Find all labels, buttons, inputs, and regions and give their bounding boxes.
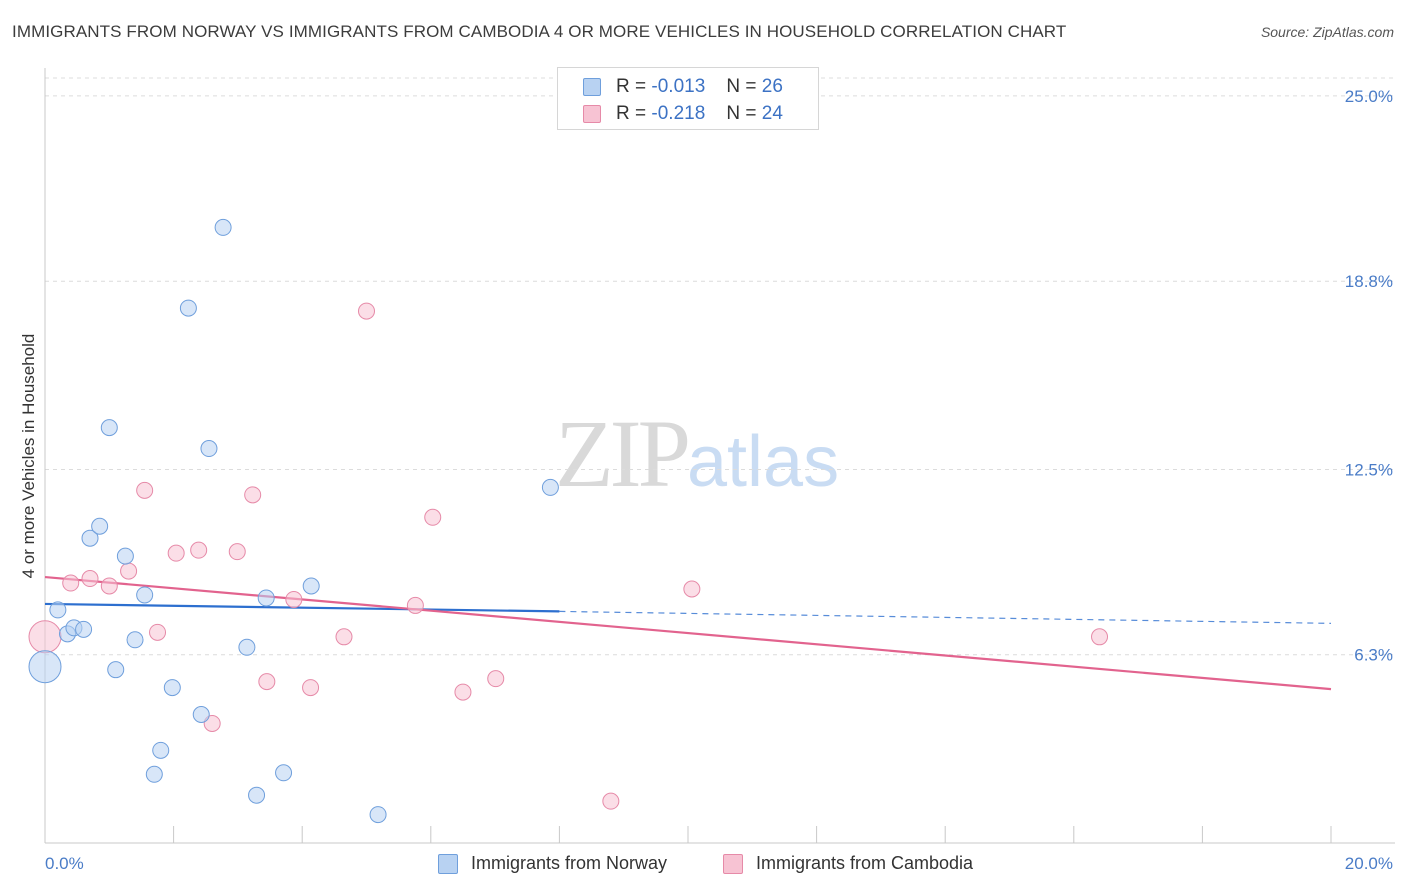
cambodia-point-9 bbox=[203, 714, 221, 732]
cambodia-r-label: R = bbox=[616, 103, 647, 124]
norway-n-value: 26 bbox=[761, 76, 783, 97]
norway-point-23 bbox=[302, 577, 320, 595]
data-points bbox=[28, 218, 1109, 824]
norway-n-label: N = bbox=[726, 76, 757, 97]
norway-point-10 bbox=[126, 631, 144, 649]
norway-point-12 bbox=[145, 765, 163, 783]
bottom-cambodia-swatch bbox=[723, 854, 743, 874]
cambodia-point-23 bbox=[1091, 628, 1109, 646]
norway-point-5 bbox=[81, 529, 99, 547]
cambodia-point-11 bbox=[244, 486, 262, 504]
norway-point-25 bbox=[541, 478, 559, 496]
cambodia-point-7 bbox=[167, 544, 185, 562]
cambodia-point-19 bbox=[454, 683, 472, 701]
y-tick-label-0: 6.3% bbox=[1354, 646, 1393, 665]
axes bbox=[44, 68, 1395, 844]
watermark: ZIPatlas bbox=[555, 398, 839, 509]
correlation-legend: R = -0.013 N = 26 R = -0.218 N = 24 bbox=[557, 67, 819, 130]
gridlines bbox=[45, 77, 1395, 656]
cambodia-point-12 bbox=[258, 673, 276, 691]
x-tick-labels: 0.0% 20.0% bbox=[45, 854, 1393, 873]
y-tick-label-1: 12.5% bbox=[1345, 460, 1393, 479]
cambodia-point-4 bbox=[120, 562, 138, 580]
cambodia-point-2 bbox=[81, 570, 99, 588]
chart-title: IMMIGRANTS FROM NORWAY VS IMMIGRANTS FRO… bbox=[12, 22, 1067, 41]
cambodia-point-3 bbox=[100, 577, 118, 595]
norway-point-14 bbox=[163, 679, 181, 697]
y-axis-label: 4 or more Vehicles in Household bbox=[19, 334, 38, 579]
norway-trend-line bbox=[44, 602, 560, 613]
x-tick-label-0: 0.0% bbox=[45, 854, 84, 873]
norway-point-13 bbox=[152, 741, 170, 759]
cambodia-point-5 bbox=[136, 481, 154, 499]
source-credit: Source: ZipAtlas.com bbox=[1260, 24, 1394, 40]
cambodia-point-20 bbox=[487, 670, 505, 688]
norway-r-value: -0.013 bbox=[651, 76, 706, 97]
norway-point-0 bbox=[28, 650, 62, 684]
y-tick-label-2: 18.8% bbox=[1345, 272, 1393, 291]
norway-point-6 bbox=[91, 517, 109, 535]
cambodia-n-label: N = bbox=[726, 103, 757, 124]
bottom-norway-swatch bbox=[438, 854, 458, 874]
cambodia-point-18 bbox=[424, 508, 442, 526]
cambodia-point-17 bbox=[406, 596, 424, 614]
cambodia-n-value: 24 bbox=[761, 103, 783, 124]
norway-point-22 bbox=[275, 764, 293, 782]
cambodia-r-value: -0.218 bbox=[651, 103, 706, 124]
bottom-norway-label: Immigrants from Norway bbox=[471, 853, 668, 873]
norway-point-24 bbox=[369, 806, 387, 824]
norway-point-11 bbox=[136, 586, 154, 604]
cambodia-swatch bbox=[583, 105, 601, 123]
cambodia-point-16 bbox=[358, 302, 375, 320]
norway-point-19 bbox=[238, 638, 256, 656]
cambodia-point-13 bbox=[285, 590, 303, 608]
norway-point-1 bbox=[49, 601, 67, 619]
norway-point-7 bbox=[100, 419, 118, 437]
norway-point-4 bbox=[75, 620, 93, 638]
cambodia-point-8 bbox=[190, 541, 208, 559]
y-tick-labels: 6.3% 12.5% 18.8% 25.0% bbox=[1345, 87, 1393, 665]
norway-point-15 bbox=[179, 299, 197, 317]
cambodia-point-1 bbox=[62, 574, 80, 592]
cambodia-point-14 bbox=[302, 679, 320, 697]
cambodia-point-10 bbox=[228, 543, 246, 561]
y-tick-label-3: 25.0% bbox=[1345, 87, 1393, 106]
cambodia-point-15 bbox=[335, 628, 353, 646]
norway-trend-extension bbox=[559, 610, 1332, 624]
watermark-zip: ZIP bbox=[555, 400, 691, 507]
norway-point-9 bbox=[116, 547, 134, 565]
cambodia-point-21 bbox=[602, 792, 620, 810]
norway-swatch bbox=[583, 78, 601, 96]
bottom-cambodia-label: Immigrants from Cambodia bbox=[756, 853, 974, 873]
norway-point-18 bbox=[214, 218, 232, 236]
norway-point-17 bbox=[200, 440, 218, 458]
norway-r-label: R = bbox=[616, 76, 647, 97]
cambodia-point-22 bbox=[683, 580, 701, 598]
norway-point-8 bbox=[107, 661, 125, 679]
cambodia-point-0 bbox=[28, 620, 62, 654]
cambodia-point-6 bbox=[149, 623, 167, 641]
watermark-atlas: atlas bbox=[687, 422, 840, 502]
norway-point-20 bbox=[248, 786, 266, 804]
norway-point-16 bbox=[192, 706, 210, 724]
x-tick-label-1: 20.0% bbox=[1345, 854, 1393, 873]
norway-point-21 bbox=[257, 589, 275, 607]
